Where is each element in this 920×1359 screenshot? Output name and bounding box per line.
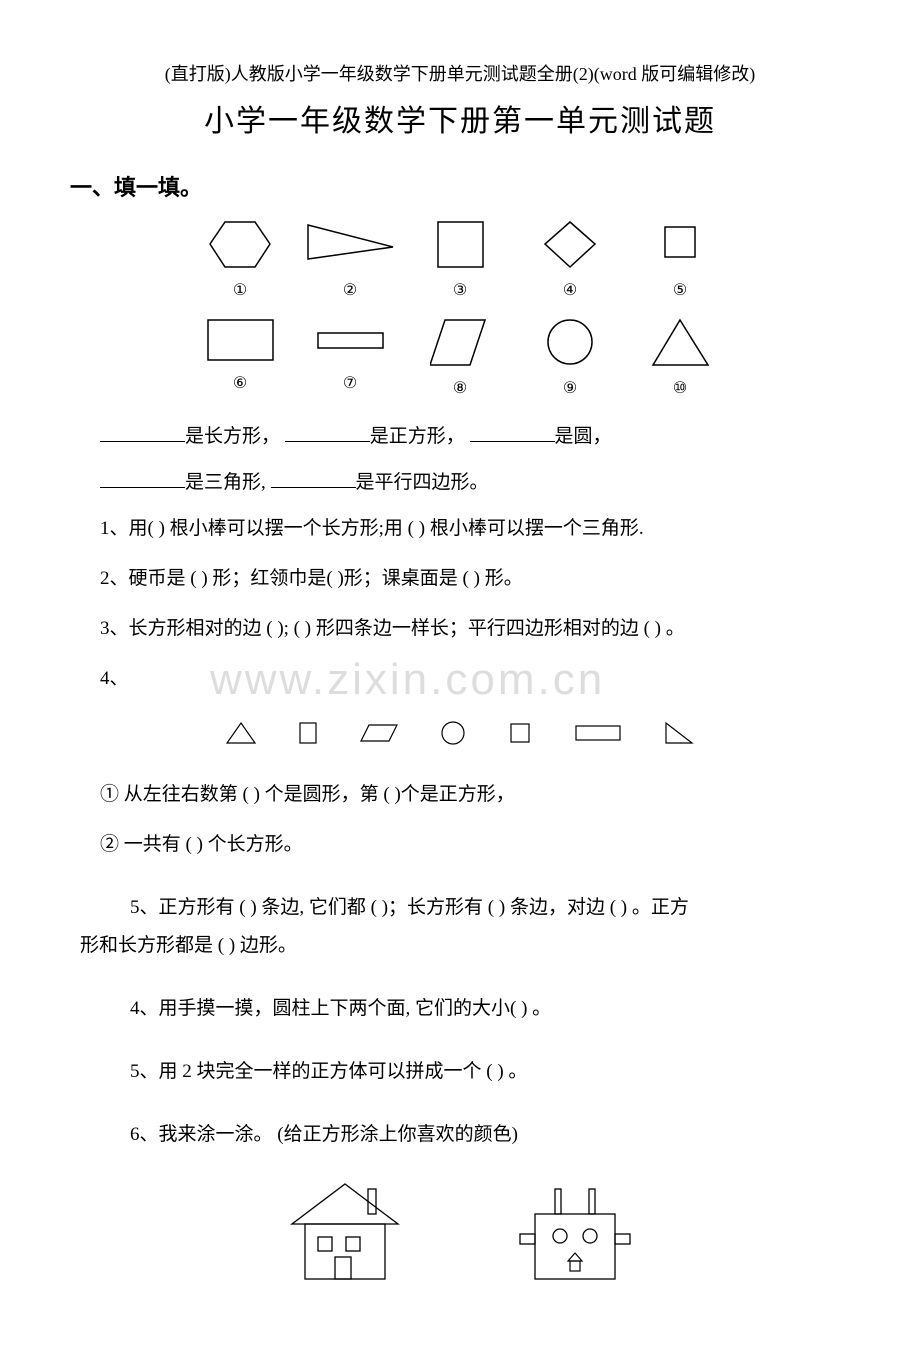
shape-label-3: ③: [453, 280, 467, 300]
square-small-icon: [660, 217, 700, 272]
blank: [100, 468, 185, 488]
shape-label-5: ⑤: [673, 280, 687, 300]
triangle-thin-icon: [303, 217, 398, 272]
question-4-sub1: ① 从左往右数第 ( ) 个是圆形，第 ( )个是正方形，: [100, 776, 820, 814]
question-6: 6、我来涂一涂。 (给正方形涂上你喜欢的颜色): [130, 1116, 820, 1154]
house-robot-drawings: [100, 1179, 820, 1299]
small-rect-horiz-icon: [573, 720, 623, 746]
rectangle-tall-icon: [203, 315, 278, 365]
text-square: 是正方形，: [370, 426, 465, 447]
parallelogram-icon: [430, 315, 490, 370]
shape-label-8: ⑧: [453, 378, 467, 398]
question-1: 1、用( ) 根小棒可以摆一个长方形;用 ( ) 根小棒可以摆一个三角形.: [100, 510, 820, 548]
text-parallel: 是平行四边形。: [356, 472, 489, 493]
triangle-icon: [648, 315, 713, 370]
question-5-cont: 形和长方形都是 ( ) 边形。: [80, 927, 850, 965]
text-circle: 是圆，: [555, 426, 612, 447]
question-5: 5、正方形有 ( ) 条边, 它们都 ( )；长方形有 ( ) 条边，对边 ( …: [130, 889, 820, 927]
shape-label-6: ⑥: [233, 373, 247, 393]
shape-label-1: ①: [233, 280, 247, 300]
question-3: 3、长方形相对的边 ( ); ( ) 形四条边一样长；平行四边形相对的边 ( )…: [100, 610, 820, 648]
header-note: (直打版)人教版小学一年级数学下册单元测试题全册(2)(word 版可编辑修改): [70, 60, 850, 86]
watermark-text: www.zixin.com.cn: [210, 655, 605, 705]
question-4-label: 4、: [100, 660, 129, 698]
shape-label-9: ⑨: [563, 378, 577, 398]
robot-icon: [510, 1179, 640, 1299]
small-right-triangle-icon: [663, 720, 695, 746]
shape-label-2: ②: [343, 280, 357, 300]
question-2: 2、硬币是 ( ) 形；红领巾是( )形；课桌面是 ( ) 形。: [100, 560, 820, 598]
shapes-row-1: ① ② ③ ④: [100, 217, 820, 300]
small-square-icon: [507, 720, 533, 746]
q4-shapes-row: [100, 720, 820, 746]
small-circle-icon: [439, 720, 467, 746]
shape-label-10: ⑩: [673, 378, 687, 398]
square-big-icon: [433, 217, 488, 272]
question-5b: 5、用 2 块完全一样的正方体可以拼成一个 ( ) 。: [130, 1053, 820, 1091]
house-icon: [280, 1179, 410, 1299]
small-parallelogram-icon: [359, 720, 399, 746]
blank: [100, 422, 185, 442]
question-4-sub2: ② 一共有 ( ) 个长方形。: [100, 826, 820, 864]
blank: [271, 468, 356, 488]
blank: [285, 422, 370, 442]
shape-label-4: ④: [563, 280, 577, 300]
blank: [470, 422, 555, 442]
rectangle-thin-icon: [313, 315, 388, 365]
text-rect: 是长方形，: [185, 426, 280, 447]
shape-label-7: ⑦: [343, 373, 357, 393]
circle-icon: [543, 315, 598, 370]
diamond-icon: [540, 217, 600, 272]
page-title: 小学一年级数学下册第一单元测试题: [70, 96, 850, 140]
hexagon-icon: [205, 217, 275, 272]
small-triangle-icon: [225, 720, 257, 746]
shapes-row-2: ⑥ ⑦ ⑧ ⑨: [100, 315, 820, 398]
question-4b: 4、用手摸一摸，圆柱上下两个面, 它们的大小( ) 。: [130, 990, 820, 1028]
section-1-heading: 一、填一填。: [70, 170, 850, 202]
text-triangle: 是三角形,: [185, 472, 266, 493]
small-rect-vert-icon: [297, 720, 319, 746]
